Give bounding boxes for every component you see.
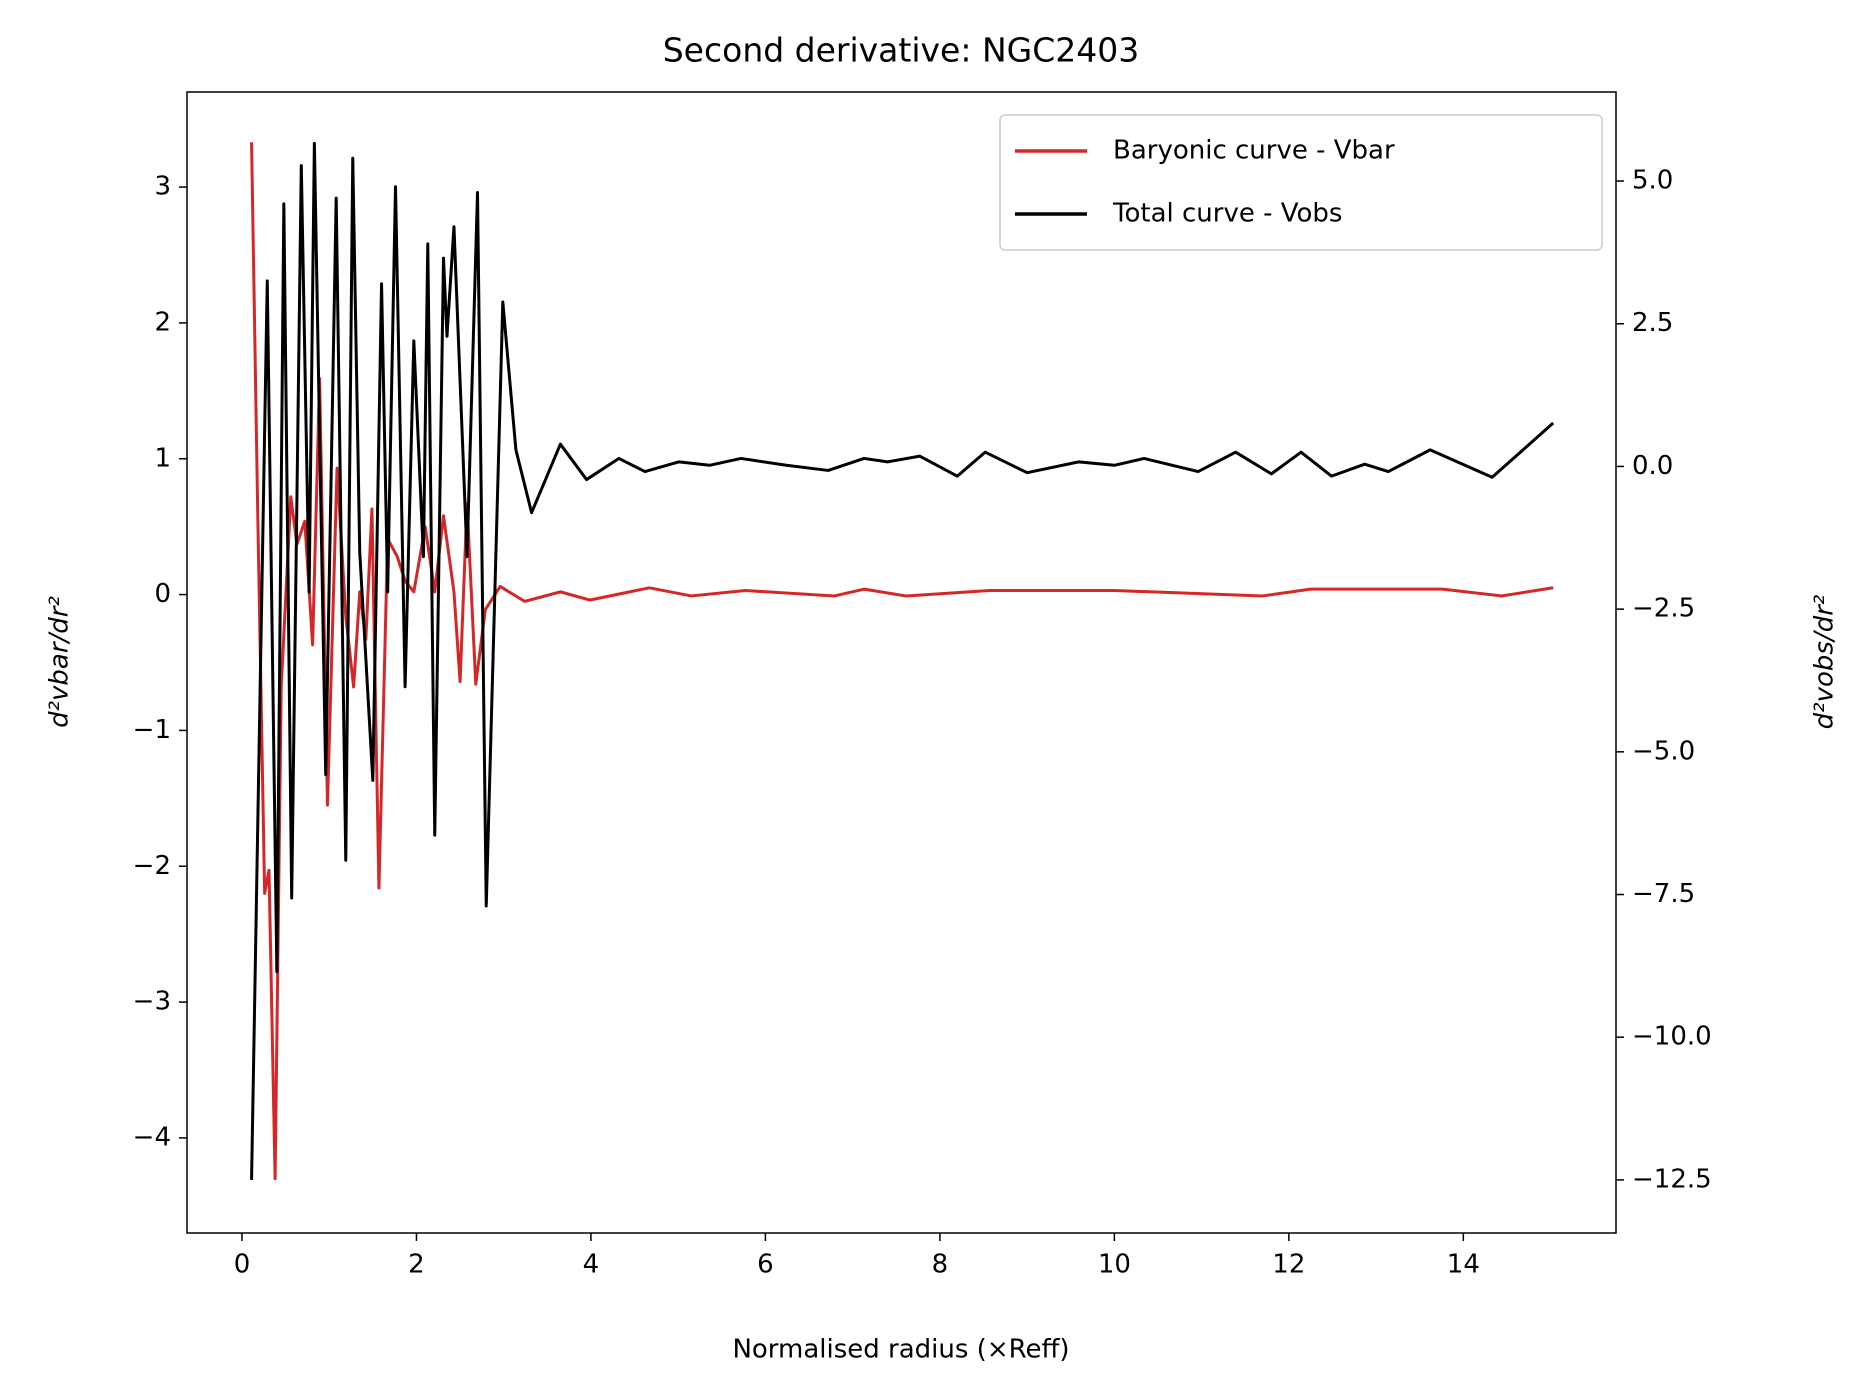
- y2-tick-label: 0.0: [1632, 451, 1673, 481]
- y2-axis-label: d²vobs/dr²: [1810, 595, 1840, 730]
- x-tick-label: 8: [932, 1250, 949, 1280]
- y-tick-label: 3: [154, 172, 171, 202]
- x-tick-label: 14: [1447, 1250, 1480, 1280]
- x-tick-label: 12: [1272, 1250, 1305, 1280]
- x-tick-label: 10: [1098, 1250, 1131, 1280]
- plot-frame: [186, 91, 1617, 1234]
- legend: Baryonic curve - Vbar Total curve - Vobs: [999, 114, 1603, 251]
- y-tick-label: −2: [133, 851, 171, 881]
- legend-label: Total curve - Vobs: [1112, 199, 1342, 229]
- series-line: [250, 142, 1554, 1181]
- y2-tick-label: −5.0: [1632, 736, 1695, 766]
- y-tick-label: 1: [154, 443, 171, 473]
- series-line: [250, 141, 1555, 1180]
- x-tick-label: 4: [583, 1250, 600, 1280]
- legend-box: [999, 114, 1603, 251]
- x-axis-label: Normalised radius (×Reff): [732, 1335, 1069, 1365]
- y2-tick-label: 2.5: [1632, 308, 1673, 338]
- y-axis-label: d²vbar/dr²: [45, 596, 75, 728]
- y-tick-label: 2: [154, 307, 171, 337]
- y2-tick-label: −10.0: [1632, 1022, 1712, 1052]
- y-tick-label: −4: [133, 1122, 171, 1152]
- y2-tick-label: −2.5: [1632, 594, 1695, 624]
- y2-tick-label: −7.5: [1632, 879, 1695, 909]
- y-tick-label: 0: [154, 579, 171, 609]
- x-tick-label: 6: [757, 1250, 774, 1280]
- x-tick-label: 2: [408, 1250, 425, 1280]
- x-tick-label: 0: [234, 1250, 251, 1280]
- y2-tick-label: −12.5: [1632, 1164, 1712, 1194]
- y-tick-label: −1: [133, 715, 171, 745]
- legend-label: Baryonic curve - Vbar: [1113, 136, 1395, 166]
- y2-tick-label: 5.0: [1632, 166, 1673, 196]
- chart-title: Second derivative: NGC2403: [663, 31, 1140, 70]
- y-tick-label: −3: [133, 987, 171, 1017]
